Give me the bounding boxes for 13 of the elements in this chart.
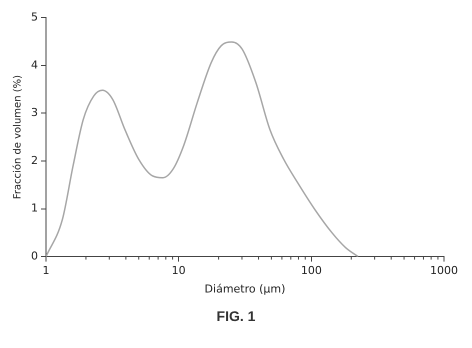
y-tick-label: 2	[31, 154, 38, 167]
x-axis-title: Diámetro (µm)	[204, 282, 286, 296]
y-tick-label: 4	[31, 58, 38, 72]
x-tick-label: 10	[172, 264, 186, 278]
x-tick-label: 1000	[430, 264, 458, 278]
y-tick-label: 1	[31, 202, 38, 215]
y-tick-label: 3	[31, 106, 38, 120]
x-tick-label: 1	[42, 264, 50, 278]
y-tick-label: 5	[31, 10, 38, 24]
x-tick-label: 100	[300, 264, 322, 278]
y-tick-label: 0	[31, 249, 38, 262]
y-axis-title: Fracción de volumen (%)	[12, 74, 24, 200]
caption: FIG. 1	[216, 308, 256, 324]
